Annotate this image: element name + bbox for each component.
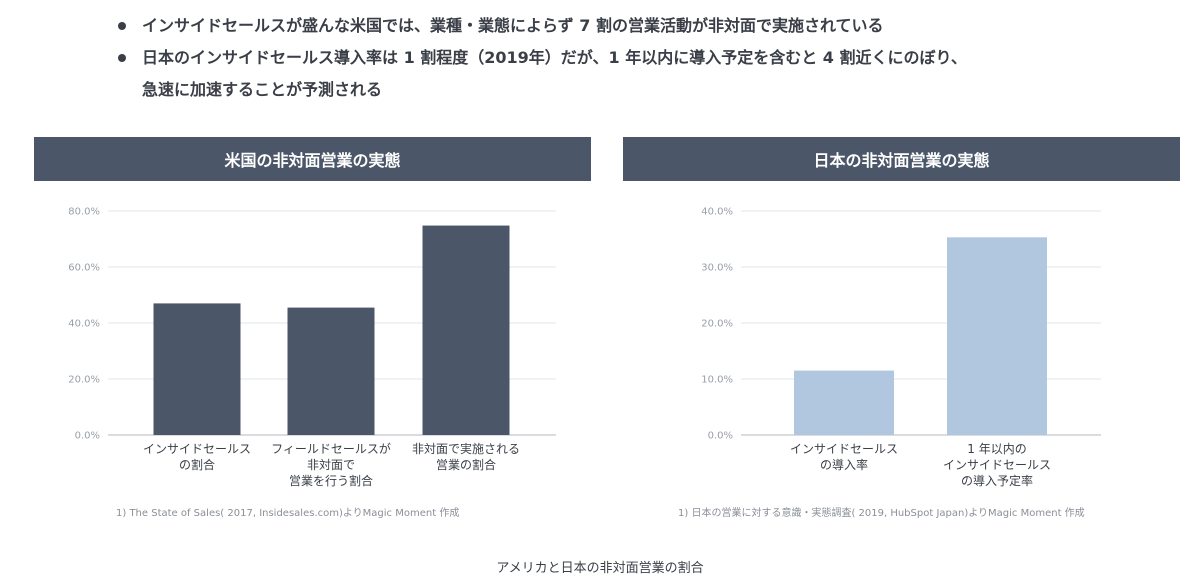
y-tick-label: 40.0% <box>701 207 733 218</box>
x-category-label: の割合 <box>179 457 215 472</box>
bullet-text: インサイドセールスが盛んな米国では、業種・業態によらず 7 割の営業活動が非対面… <box>142 16 884 35</box>
bullet-item: 日本のインサイドセールス導入率は 1 割程度（2019年）だが、1 年以内に導入… <box>116 42 1116 106</box>
bullet-text-continued: 急速に加速することが予測される <box>142 80 383 99</box>
y-tick-label: 80.0% <box>68 207 100 218</box>
y-tick-label: 10.0% <box>701 375 733 386</box>
bar <box>153 303 241 435</box>
y-tick-label: 20.0% <box>68 375 100 386</box>
summary-bullets: インサイドセールスが盛んな米国では、業種・業態によらず 7 割の営業活動が非対面… <box>116 10 1116 106</box>
bullet-item: インサイドセールスが盛んな米国では、業種・業態によらず 7 割の営業活動が非対面… <box>116 10 1116 42</box>
x-category-label: 1 年以内の <box>967 442 1026 456</box>
y-tick-label: 20.0% <box>701 319 733 330</box>
x-category-label: 営業の割合 <box>436 457 496 472</box>
y-tick-label: 30.0% <box>701 263 733 274</box>
us-chart-panel: 米国の非対面営業の実態 0.0% 20.0% 40.0% 60.0% 80.0% インサイ… <box>34 137 591 501</box>
bullet-text: 日本のインサイドセールス導入率は 1 割程度（2019年）だが、1 年以内に導入… <box>142 48 967 67</box>
y-tick-label: 40.0% <box>68 319 100 330</box>
x-category-label: 非対面で実施される <box>412 441 520 456</box>
bullet-dot <box>118 54 126 62</box>
jp-chart-source: 1) 日本の営業に対する意識・実態調査( 2019, HubSpot Japan… <box>678 508 1085 519</box>
x-category-label: 営業を行う割合 <box>289 473 373 488</box>
bar <box>794 370 894 435</box>
x-category-label: の導入予定率 <box>961 473 1033 488</box>
us-chart-source: 1) The State of Sales( 2017, Insidesales… <box>116 508 460 519</box>
us-bar-chart: 0.0% 20.0% 40.0% 60.0% 80.0% インサイドセールス の割合 フィール… <box>34 181 591 501</box>
jp-chart-title: 日本の非対面営業の実態 <box>623 137 1180 181</box>
jp-chart-panel: 日本の非対面営業の実態 0.0% 10.0% 20.0% 30.0% 40.0% インサイ… <box>623 137 1180 501</box>
x-category-label: 非対面で <box>307 458 355 472</box>
x-category-label: インサイドセールス <box>943 458 1051 472</box>
x-category-label: インサイドセールス <box>790 442 898 456</box>
x-category-label: インサイドセールス <box>143 442 251 456</box>
bar <box>422 225 510 435</box>
y-tick-label: 60.0% <box>68 263 100 274</box>
x-category-label: の導入率 <box>820 457 868 472</box>
jp-bar-chart: 0.0% 10.0% 20.0% 30.0% 40.0% インサイドセールス の導入率 1 年… <box>623 181 1180 501</box>
y-tick-label: 0.0% <box>708 431 733 442</box>
x-category-label: フィールドセールスが <box>271 441 391 456</box>
bar <box>287 307 375 435</box>
bar <box>947 237 1047 435</box>
bullet-dot <box>118 22 126 30</box>
y-tick-label: 0.0% <box>75 431 100 442</box>
us-chart-title: 米国の非対面営業の実態 <box>34 137 591 181</box>
figure-caption: アメリカと日本の非対面営業の割合 <box>496 561 704 576</box>
